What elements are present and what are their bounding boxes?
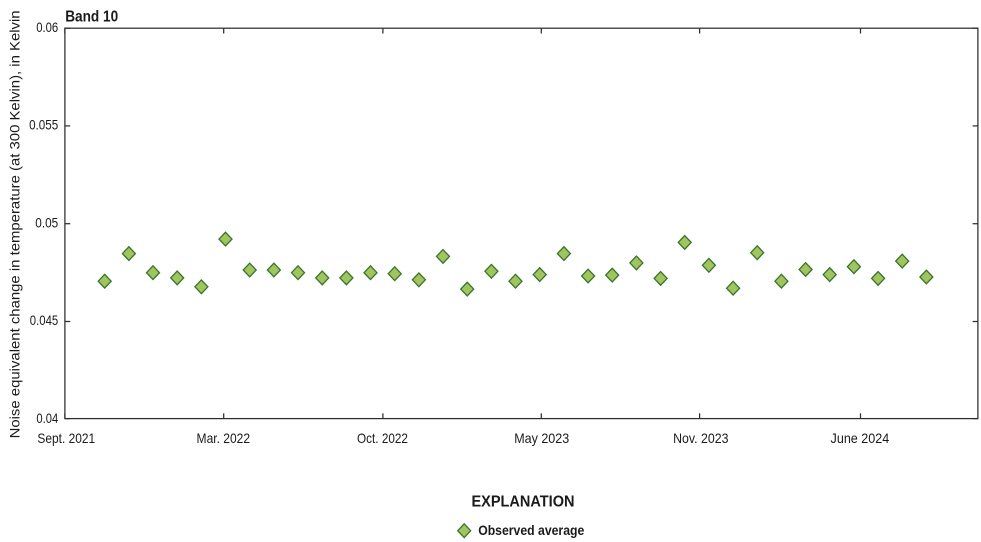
- svg-text:June 2024: June 2024: [831, 430, 890, 446]
- svg-text:May 2023: May 2023: [514, 430, 569, 446]
- svg-text:0.055: 0.055: [29, 116, 58, 132]
- svg-text:Mar. 2022: Mar. 2022: [197, 430, 251, 446]
- svg-text:0.045: 0.045: [30, 312, 59, 328]
- svg-text:0.06: 0.06: [36, 19, 58, 35]
- svg-text:Nov. 2023: Nov. 2023: [673, 430, 729, 446]
- svg-text:Observed average: Observed average: [478, 522, 584, 538]
- svg-text:Oct. 2022: Oct. 2022: [357, 430, 408, 446]
- svg-text:Band 10: Band 10: [65, 9, 118, 26]
- svg-text:0.04: 0.04: [36, 410, 58, 426]
- svg-text:Sept. 2021: Sept. 2021: [37, 430, 95, 446]
- svg-text:0.05: 0.05: [35, 214, 58, 230]
- svg-text:EXPLANATION: EXPLANATION: [472, 494, 575, 511]
- svg-text:Noise equivalent change in tem: Noise equivalent change in temperature (…: [6, 10, 22, 438]
